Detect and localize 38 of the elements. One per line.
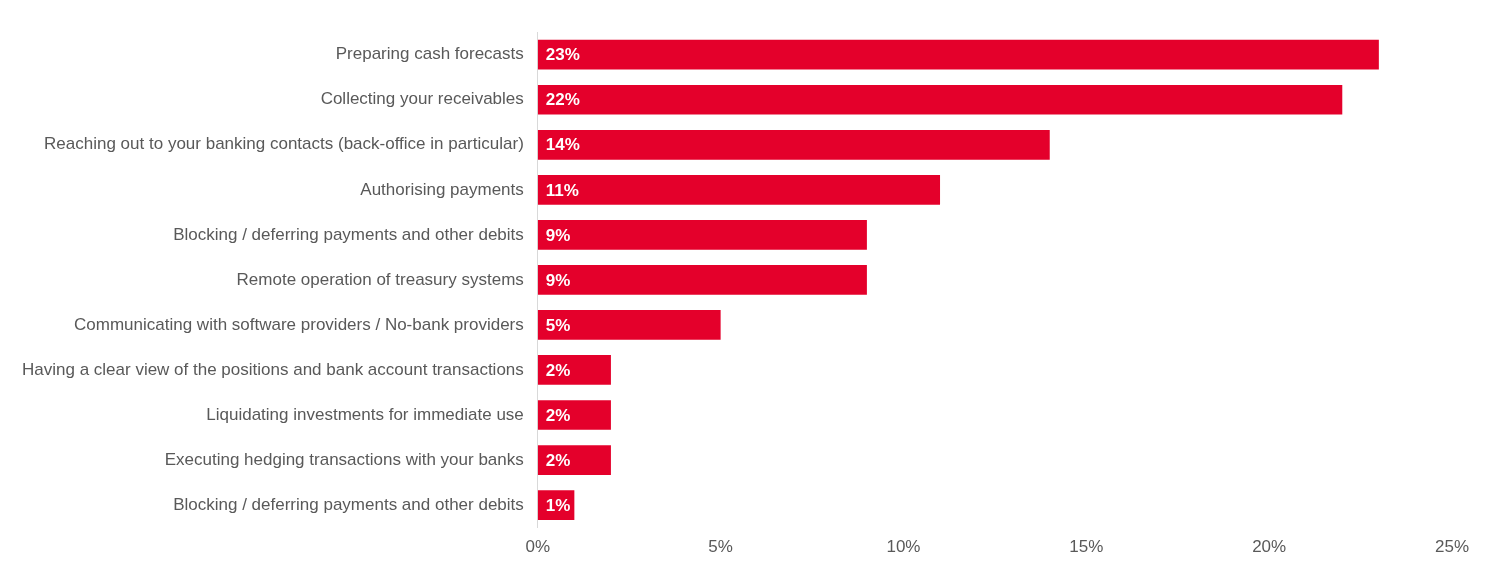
bar (537, 265, 867, 295)
x-tick-label: 20% (1252, 537, 1287, 557)
data-label: 22% (545, 90, 580, 110)
bar (537, 174, 941, 205)
y-tick-label: Remote operation of treasury systems (236, 269, 524, 289)
y-tick-label: Executing hedging transactions with your banks (164, 449, 524, 469)
y-tick-label: Blocking / deferring payments and other debits (173, 494, 524, 514)
y-tick-label: Collecting your receivables (320, 89, 524, 109)
data-label: 23% (545, 45, 580, 65)
data-label: 14% (545, 135, 580, 155)
x-tick-label: 25% (1434, 537, 1469, 557)
bar (537, 400, 611, 430)
data-label: 2% (545, 360, 571, 380)
y-tick-label: Liquidating investments for immediate use (206, 404, 524, 424)
bar (537, 355, 611, 385)
y-tick-label: Having a clear view of the positions and bank account transactions (21, 359, 524, 379)
y-tick-label: Preparing cash forecasts (335, 44, 524, 64)
x-tick-label: 15% (1069, 537, 1104, 557)
y-tick-label: Reaching out to your banking contacts (back-office in particular) (44, 134, 524, 154)
x-tick-label: 5% (708, 537, 733, 557)
data-label: 9% (545, 270, 571, 290)
data-label: 11% (545, 180, 579, 200)
bar (537, 310, 721, 340)
bar (537, 129, 1050, 160)
data-label: 5% (545, 315, 571, 335)
y-tick-label: Blocking / deferring payments and other debits (173, 224, 524, 244)
y-tick-label: Authorising payments (360, 179, 524, 199)
data-label: 1% (545, 495, 571, 515)
x-tick-label: 0% (525, 537, 551, 557)
y-tick-label: Communicating with software providers / No-bank providers (74, 314, 524, 334)
data-label: 2% (545, 450, 571, 470)
data-label: 9% (545, 225, 571, 245)
bar (537, 445, 611, 475)
bar (537, 84, 1343, 115)
bar (537, 220, 867, 250)
data-label: 2% (545, 405, 571, 425)
bar (537, 39, 1379, 70)
x-tick-label: 10% (886, 537, 921, 557)
